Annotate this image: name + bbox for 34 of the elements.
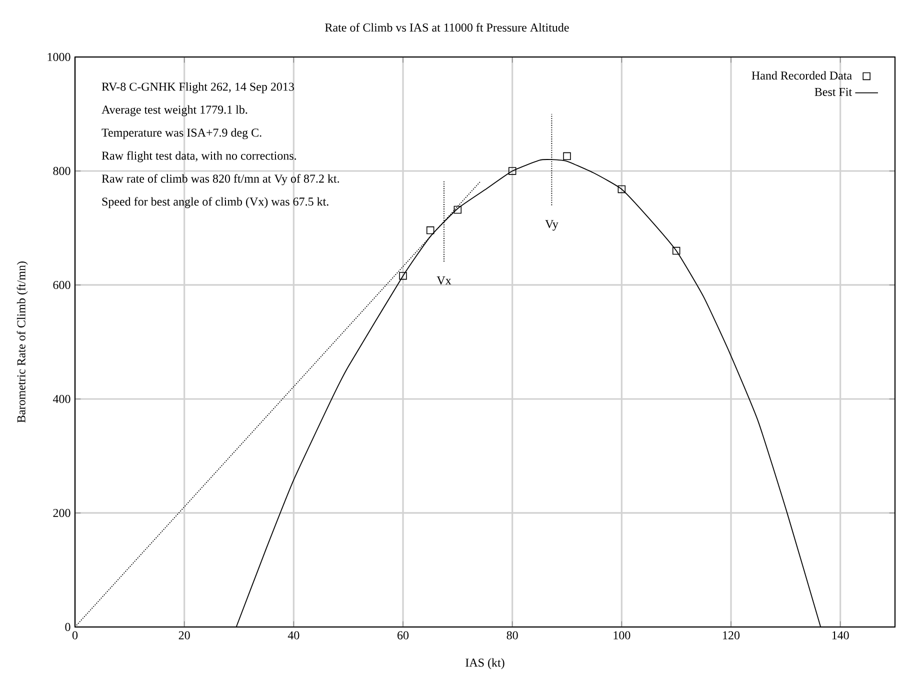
annotation: RV-8 C-GNHK Flight 262, 14 Sep 2013 xyxy=(102,82,294,94)
y-tick-label: 600 xyxy=(53,280,70,290)
point xyxy=(399,272,407,280)
x-tick-label: 140 xyxy=(832,631,849,640)
y-tick-label: 1000 xyxy=(48,52,70,62)
point xyxy=(454,206,462,214)
x-tick-label: 100 xyxy=(614,631,630,640)
y-tick-label: 800 xyxy=(53,166,70,176)
legend-label: Hand Recorded Data xyxy=(752,71,852,80)
annotation: Vx xyxy=(436,276,452,285)
x-tick-label: 40 xyxy=(288,631,300,640)
y-tick-label: 200 xyxy=(53,508,70,518)
point xyxy=(563,152,571,160)
x-tick-label: 80 xyxy=(506,631,518,640)
point xyxy=(672,246,680,255)
annotation: Raw rate of climb was 820 ft/mn at Vy of 87.2 kt. xyxy=(102,174,340,186)
legend-label: Best Fit xyxy=(814,88,852,96)
annotation: Speed for best angle of climb (Vx) was 67.5 kt. xyxy=(102,197,328,208)
point xyxy=(426,226,434,234)
point xyxy=(618,185,626,194)
x-tick-label: 60 xyxy=(398,631,409,640)
annotation: Raw flight test data, with no corrections. xyxy=(102,151,296,162)
annotation: Vy xyxy=(545,220,558,231)
x-tick-label: 20 xyxy=(178,631,190,640)
x-tick-label: 120 xyxy=(723,631,740,640)
y-tick-label: 400 xyxy=(52,394,70,404)
x-axis-title: IAS (kt) xyxy=(466,658,504,670)
y-axis-title: Barometric Rate of Climb (ft/mn) xyxy=(16,262,28,423)
y-tick-label: 0 xyxy=(65,622,70,632)
chart-title: Rate of Climb vs IAS at 11000 ft Pressure Altitude xyxy=(325,23,569,32)
point xyxy=(508,167,516,175)
x-tick-label: 0 xyxy=(72,631,78,640)
annotation: Temperature was ISA+7.9 deg C. xyxy=(102,128,262,140)
annotation: Average test weight 1779.1 lb. xyxy=(102,105,248,116)
